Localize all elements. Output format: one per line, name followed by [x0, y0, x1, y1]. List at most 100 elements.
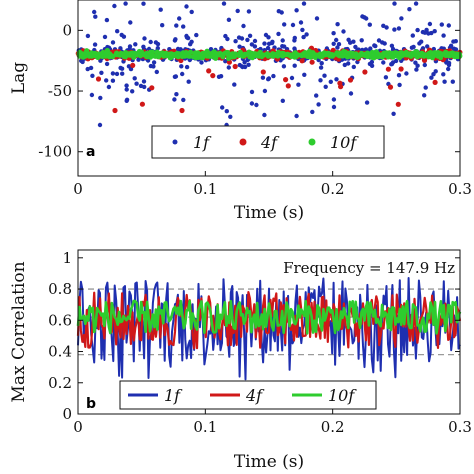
series-10f-point: [230, 53, 236, 59]
series-1f-point: [181, 97, 186, 103]
series-1f-point: [154, 69, 159, 75]
series-1f-point: [334, 37, 339, 43]
series-1f-point: [221, 1, 227, 6]
series-1f-point: [151, 64, 156, 69]
series-1f-point: [423, 85, 428, 90]
series-1f-point: [114, 71, 120, 77]
series-1f-point: [124, 97, 130, 103]
panel-b-letter: b: [86, 396, 96, 412]
series-1f-point: [292, 63, 297, 68]
legend-label-4f: 4f: [260, 133, 280, 152]
series-1f-point: [119, 32, 124, 38]
series-1f-point: [318, 78, 323, 83]
series-1f-point: [302, 72, 307, 78]
series-1f-point: [186, 79, 191, 84]
panel-b-ticks: 0 0.2 0.4 0.6 0.8 1 0 0.1 0.2 0.3: [48, 249, 472, 436]
series-1f-point: [123, 1, 128, 6]
series-1f-point: [184, 4, 189, 9]
series-1f-point: [314, 93, 319, 98]
series-1f-point: [413, 1, 419, 6]
series-1f-point: [262, 41, 267, 46]
series-10f-point: [295, 52, 301, 58]
series-1f-point: [130, 89, 135, 94]
series-1f-point: [237, 44, 242, 49]
series-1f-point: [442, 79, 447, 84]
series-1f-point: [359, 38, 364, 43]
series-10f-point: [141, 52, 147, 58]
series-1f-point: [446, 60, 452, 66]
legend-marker-1f: [172, 139, 178, 145]
series-1f-point: [429, 75, 434, 80]
y-tick-label: 0.8: [48, 280, 72, 298]
series-10f-point: [363, 51, 369, 57]
series-1f-point: [110, 40, 116, 45]
series-10f-point: [402, 52, 408, 58]
series-10f-point: [220, 54, 226, 60]
series-1f-point: [141, 79, 147, 84]
series-1f-point: [301, 1, 307, 6]
y-tick-label: 0: [62, 21, 72, 39]
series-1f-point: [151, 60, 157, 65]
series-1f-point: [300, 27, 305, 33]
series-10f-point: [186, 53, 192, 59]
series-1f-point: [376, 38, 382, 43]
series-4f-point: [178, 57, 184, 64]
series-1f-point: [342, 62, 347, 68]
series-1f-point: [429, 30, 434, 36]
series-10f-point: [160, 51, 166, 57]
series-1f-point: [389, 61, 395, 67]
y-tick-label: -100: [38, 143, 72, 161]
series-1f-point: [208, 47, 214, 52]
legend-label-1f: 1f: [193, 133, 212, 152]
series-10f-point: [154, 49, 160, 55]
series-1f-point: [323, 84, 328, 90]
series-1f-point: [110, 78, 116, 83]
series-1f-point: [322, 73, 327, 78]
series-1f-point: [334, 77, 339, 82]
series-1f-point: [310, 109, 315, 115]
series-1f-point: [346, 61, 351, 66]
series-4f-point: [385, 66, 391, 72]
series-1f-point: [155, 46, 160, 51]
series-1f-point: [160, 23, 165, 28]
series-10f-point: [104, 49, 110, 55]
series-1f-point: [282, 22, 287, 27]
series-1f-point: [301, 34, 306, 40]
series-1f-point: [173, 37, 178, 42]
series-1f-point: [120, 71, 125, 76]
series-1f-point: [226, 17, 232, 22]
y-tick-label: 0.6: [48, 311, 72, 329]
series-1f-point: [389, 43, 395, 48]
series-1f-point: [89, 92, 95, 98]
series-1f-point: [247, 33, 253, 38]
y-tick-label: 0: [62, 405, 72, 423]
series-10f-point: [375, 51, 381, 57]
series-10f-point: [190, 54, 196, 60]
series-1f-point: [294, 8, 299, 13]
series-1f-point: [381, 23, 386, 28]
series-10f-point: [123, 51, 129, 57]
series-1f-point: [316, 102, 321, 107]
series-1f-point: [181, 24, 186, 29]
y-tick-label: 1: [62, 249, 72, 267]
series-1f-point: [331, 31, 336, 36]
panel-b-frequency-annotation: Frequency = 147.9 Hz: [283, 259, 455, 277]
series-10f-point: [147, 49, 154, 55]
series-1f-point: [172, 97, 177, 102]
series-1f-point: [226, 65, 231, 70]
series-4f-point: [260, 69, 266, 75]
series-10f-point: [437, 50, 443, 56]
legend-label-10f: 10f: [328, 386, 357, 405]
series-1f-point: [414, 67, 419, 72]
series-1f-point: [239, 64, 245, 69]
series-1f-point: [134, 81, 139, 86]
series-1f-point: [174, 23, 179, 28]
series-1f-point: [239, 36, 245, 41]
series-1f-point: [174, 92, 179, 97]
series-4f-point: [338, 84, 344, 90]
series-10f-point: [438, 54, 444, 61]
legend-label-1f: 1f: [164, 386, 183, 405]
series-1f-point: [441, 72, 446, 77]
series-10f-point: [197, 52, 203, 58]
